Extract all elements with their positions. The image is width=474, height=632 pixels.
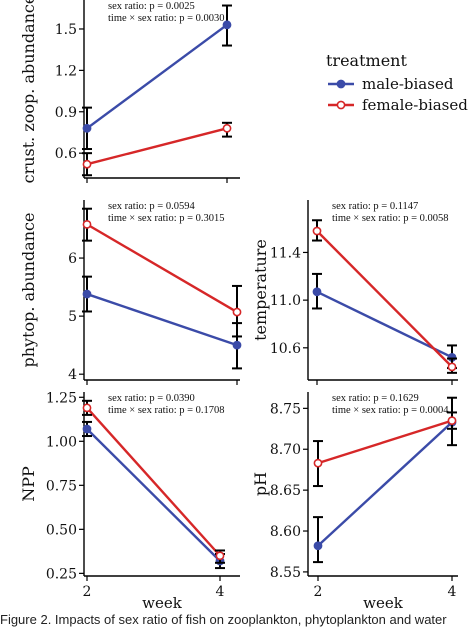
npp-xlabel: week bbox=[142, 594, 183, 612]
zoop-ytick-label: 0.6 bbox=[55, 146, 77, 162]
zoop-line-female-biased bbox=[86, 127, 228, 166]
npp-ytick-label: 1.25 bbox=[46, 390, 77, 406]
phyto-stat-1: time × sex ratio: p = 0.3015 bbox=[108, 213, 225, 224]
ph-ytick-label: 8.75 bbox=[270, 401, 301, 417]
temp-stat-0: sex ratio: p = 0.1147 bbox=[332, 201, 418, 212]
npp-point-female-biased bbox=[215, 551, 225, 561]
npp-ylabel: NPP bbox=[19, 466, 38, 502]
legend-title: treatment bbox=[326, 51, 407, 70]
ph-stat-0: sex ratio: p = 0.1629 bbox=[332, 393, 419, 404]
ph-xlabel: week bbox=[363, 594, 404, 612]
npp-ytick-label: 0.75 bbox=[46, 478, 77, 494]
legend-label-female-biased: female-biased bbox=[362, 96, 468, 114]
zoop-ytick-label: 0.9 bbox=[55, 105, 77, 121]
zoop-point-female-biased bbox=[222, 123, 232, 133]
zoop-ytick-label: 1.2 bbox=[55, 63, 77, 79]
phyto-ylabel: phytop. abundance bbox=[19, 213, 38, 368]
temp-stat-1: time × sex ratio: p = 0.0058 bbox=[332, 213, 449, 224]
temp-ylabel: temperature bbox=[251, 239, 270, 341]
ph-series-female-biased bbox=[313, 411, 457, 488]
temp-line-male-biased bbox=[316, 290, 453, 359]
phyto-ytick-label: 6 bbox=[68, 251, 77, 267]
npp-stat-0: sex ratio: p = 0.0390 bbox=[108, 393, 195, 404]
zoop-line-male-biased bbox=[86, 23, 228, 130]
ph-xtick-label: 4 bbox=[448, 584, 457, 600]
ph-ytick-label: 8.70 bbox=[270, 442, 301, 458]
ph-ytick-label: 8.55 bbox=[270, 565, 301, 581]
temp-series-male-biased bbox=[312, 272, 457, 370]
zoop-point-male-biased bbox=[222, 20, 232, 30]
ph-point-male-biased bbox=[313, 541, 323, 551]
zoop-point-male-biased bbox=[82, 123, 92, 133]
panel-zoop: 0.6 0.9 1.2 1.5 crust. zoop. abundance sex ra… bbox=[19, 0, 240, 183]
npp-ytick-label: 1.00 bbox=[46, 434, 77, 450]
phyto-ytick-label: 4 bbox=[68, 367, 77, 383]
ph-ylabel: pH bbox=[251, 472, 270, 496]
npp-stat-1: time × sex ratio: p = 0.1708 bbox=[108, 405, 225, 416]
temp-point-male-biased bbox=[312, 287, 322, 297]
zoop-stat-0: sex ratio: p = 0.0025 bbox=[108, 1, 195, 12]
phyto-point-female-biased bbox=[82, 219, 92, 229]
phyto-series-female-biased bbox=[82, 207, 242, 338]
npp-series-male-biased bbox=[82, 420, 225, 570]
npp-xtick-label: 4 bbox=[216, 584, 225, 600]
npp-series-female-biased bbox=[82, 399, 225, 564]
npp-ytick-label: 0.50 bbox=[46, 522, 77, 538]
ph-line-male-biased bbox=[317, 421, 453, 547]
legend: treatment male-biased female-biased bbox=[326, 51, 468, 114]
npp-point-male-biased bbox=[82, 424, 92, 434]
phyto-ytick-label: 5 bbox=[68, 309, 77, 325]
npp-line-female-biased bbox=[86, 407, 221, 557]
ph-ytick-label: 8.60 bbox=[270, 524, 301, 540]
zoop-series-male-biased bbox=[82, 4, 232, 151]
temp-series-female-biased bbox=[312, 219, 457, 374]
phyto-point-male-biased bbox=[232, 340, 242, 350]
phyto-line-male-biased bbox=[86, 292, 238, 347]
panel-ph: 8.55 8.60 8.65 8.70 8.75 2 4 week pH sex ratio: p… bbox=[251, 392, 458, 612]
panel-npp: 0.25 0.50 0.75 1.00 1.25 2 4 week NPP sex ratio: … bbox=[19, 390, 240, 612]
ph-point-female-biased bbox=[447, 416, 457, 426]
zoop-ylabel: crust. zoop. abundance bbox=[19, 0, 38, 183]
phyto-series-male-biased bbox=[82, 275, 242, 370]
npp-point-female-biased bbox=[82, 403, 92, 413]
panel-phyto: 4 5 6 phytop. abundance sex ratio: p = 0.059… bbox=[19, 200, 242, 385]
npp-line-male-biased bbox=[86, 428, 221, 562]
zoop-series-female-biased bbox=[82, 121, 232, 177]
phyto-stat-0: sex ratio: p = 0.0594 bbox=[108, 201, 195, 212]
ph-stat-1: time × sex ratio: p = 0.0004 bbox=[332, 405, 449, 416]
temp-line-female-biased bbox=[316, 230, 453, 368]
zoop-point-female-biased bbox=[82, 159, 92, 169]
legend-marker-male-biased bbox=[336, 79, 346, 89]
figure-caption: Figure 2. Impacts of sex ratio of fish o… bbox=[0, 612, 447, 627]
zoop-stat-1: time × sex ratio: p = 0.0030 bbox=[108, 13, 225, 24]
phyto-point-female-biased bbox=[232, 307, 242, 317]
ph-line-female-biased bbox=[317, 419, 453, 465]
temp-point-female-biased bbox=[447, 362, 457, 372]
ph-xtick-label: 2 bbox=[314, 584, 323, 600]
phyto-line-female-biased bbox=[86, 223, 238, 314]
ph-series-male-biased bbox=[313, 396, 457, 564]
temp-ytick-label: 11.0 bbox=[270, 293, 301, 309]
figure-canvas: 0.6 0.9 1.2 1.5 crust. zoop. abundance sex ra… bbox=[19, 0, 468, 612]
phyto-point-male-biased bbox=[82, 289, 92, 299]
zoop-ytick-label: 1.5 bbox=[55, 22, 77, 38]
temp-ytick-label: 10.6 bbox=[270, 341, 301, 357]
ph-ytick-label: 8.65 bbox=[270, 483, 301, 499]
npp-xtick-label: 2 bbox=[83, 584, 92, 600]
temp-ytick-label: 11.4 bbox=[270, 245, 301, 261]
npp-ytick-label: 0.25 bbox=[46, 566, 77, 582]
ph-point-female-biased bbox=[313, 458, 323, 468]
legend-marker-female-biased bbox=[336, 100, 346, 110]
temp-point-female-biased bbox=[312, 226, 322, 236]
legend-label-male-biased: male-biased bbox=[362, 75, 454, 93]
